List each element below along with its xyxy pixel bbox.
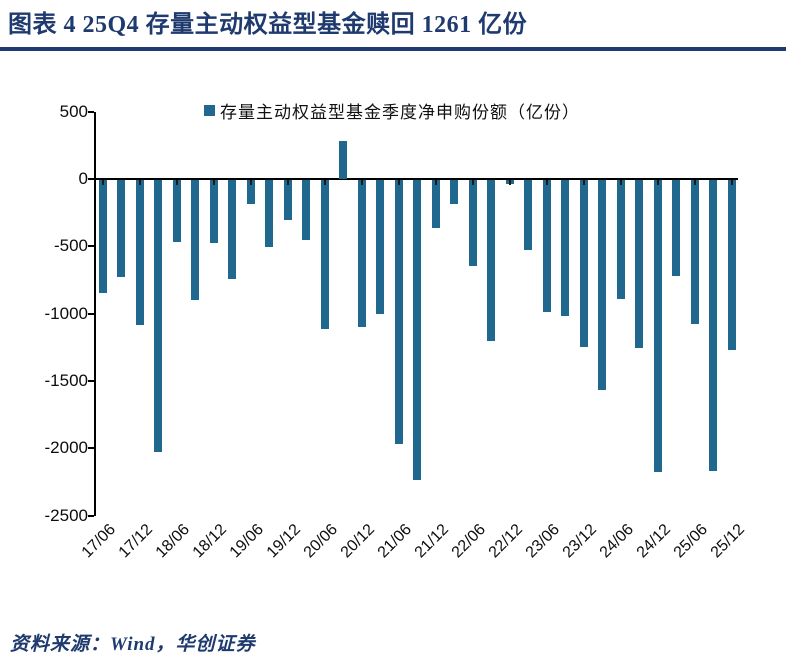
- bar-19/03: [228, 179, 237, 280]
- bar-18/09: [191, 179, 200, 300]
- legend-series-label: 存量主动权益型基金季度净申购份额（亿份）: [220, 102, 580, 122]
- y-axis-tick: [88, 447, 94, 450]
- bar-19/09: [265, 179, 274, 248]
- y-axis-tick: [88, 177, 94, 180]
- x-axis-tick: [101, 179, 104, 185]
- x-axis-tick: [360, 179, 363, 185]
- x-axis-tick: [508, 179, 511, 185]
- y-axis-label: -2000: [44, 438, 88, 458]
- bar-22/03: [450, 179, 459, 205]
- page-title: 图表 4 25Q4 存量主动权益型基金赎回 1261 亿份: [8, 12, 528, 38]
- x-axis-tick: [730, 179, 733, 185]
- y-axis-label: -1000: [44, 303, 88, 323]
- y-axis-label: 0: [78, 168, 88, 188]
- bar-23/03: [524, 179, 533, 250]
- bar-21/12: [431, 179, 440, 228]
- bar-23/12: [579, 179, 588, 347]
- bar-21/09: [413, 179, 422, 481]
- title-divider: [0, 47, 786, 51]
- x-axis-tick: [693, 179, 696, 185]
- x-axis-tick: [249, 179, 252, 185]
- bar-23/06: [542, 179, 551, 312]
- chart-legend: 存量主动权益型基金季度净申购份额（亿份）: [204, 100, 580, 122]
- y-axis-label: -1500: [44, 370, 88, 390]
- y-axis-tick: [88, 379, 94, 382]
- x-axis-tick: [656, 179, 659, 185]
- bar-23/09: [561, 179, 570, 316]
- y-axis-tick: [88, 245, 94, 248]
- bar-17/12: [135, 179, 144, 326]
- y-axis-label: -2500: [44, 505, 88, 525]
- bar-24/09: [635, 179, 644, 349]
- bar-22/09: [487, 179, 496, 342]
- y-axis-tick: [88, 514, 94, 517]
- bar-24/12: [653, 179, 662, 473]
- bar-20/03: [302, 179, 311, 241]
- y-axis-line: [94, 111, 96, 516]
- bar-17/06: [98, 179, 107, 293]
- bar-24/06: [616, 179, 625, 299]
- bar-25/03: [672, 179, 681, 277]
- bar-22/06: [468, 179, 477, 266]
- bar-20/09: [339, 141, 348, 179]
- y-axis-label: -500: [53, 236, 88, 256]
- bar-24/03: [598, 179, 607, 390]
- bar-18/12: [209, 179, 218, 244]
- bar-25/12: [727, 179, 736, 350]
- bar-19/12: [283, 179, 292, 221]
- x-axis-tick: [619, 179, 622, 185]
- bar-20/12: [357, 179, 366, 327]
- x-axis-tick: [286, 179, 289, 185]
- bar-19/06: [246, 179, 255, 205]
- source-note: 资料来源：Wind，华创证券: [10, 634, 256, 655]
- bar-17/09: [117, 179, 126, 278]
- y-axis-label: 500: [59, 101, 88, 121]
- bar-20/06: [320, 179, 329, 329]
- x-axis-tick: [175, 179, 178, 185]
- y-axis-tick: [88, 312, 94, 315]
- x-axis-line: [96, 177, 738, 180]
- x-axis-tick: [323, 179, 326, 185]
- bar-21/03: [376, 179, 385, 315]
- x-axis-tick: [471, 179, 474, 185]
- bar-25/06: [690, 179, 699, 324]
- x-axis-tick: [212, 179, 215, 185]
- x-axis-tick: [582, 179, 585, 185]
- bar-18/03: [154, 179, 163, 452]
- x-axis-tick: [138, 179, 141, 185]
- legend-series-marker-icon: [204, 104, 215, 116]
- x-axis-tick: [545, 179, 548, 185]
- x-axis-tick: [434, 179, 437, 185]
- y-axis-tick: [88, 110, 94, 113]
- bar-18/06: [172, 179, 181, 243]
- x-axis-tick: [397, 179, 400, 185]
- bar-21/06: [394, 179, 403, 444]
- bar-25/09: [709, 179, 718, 471]
